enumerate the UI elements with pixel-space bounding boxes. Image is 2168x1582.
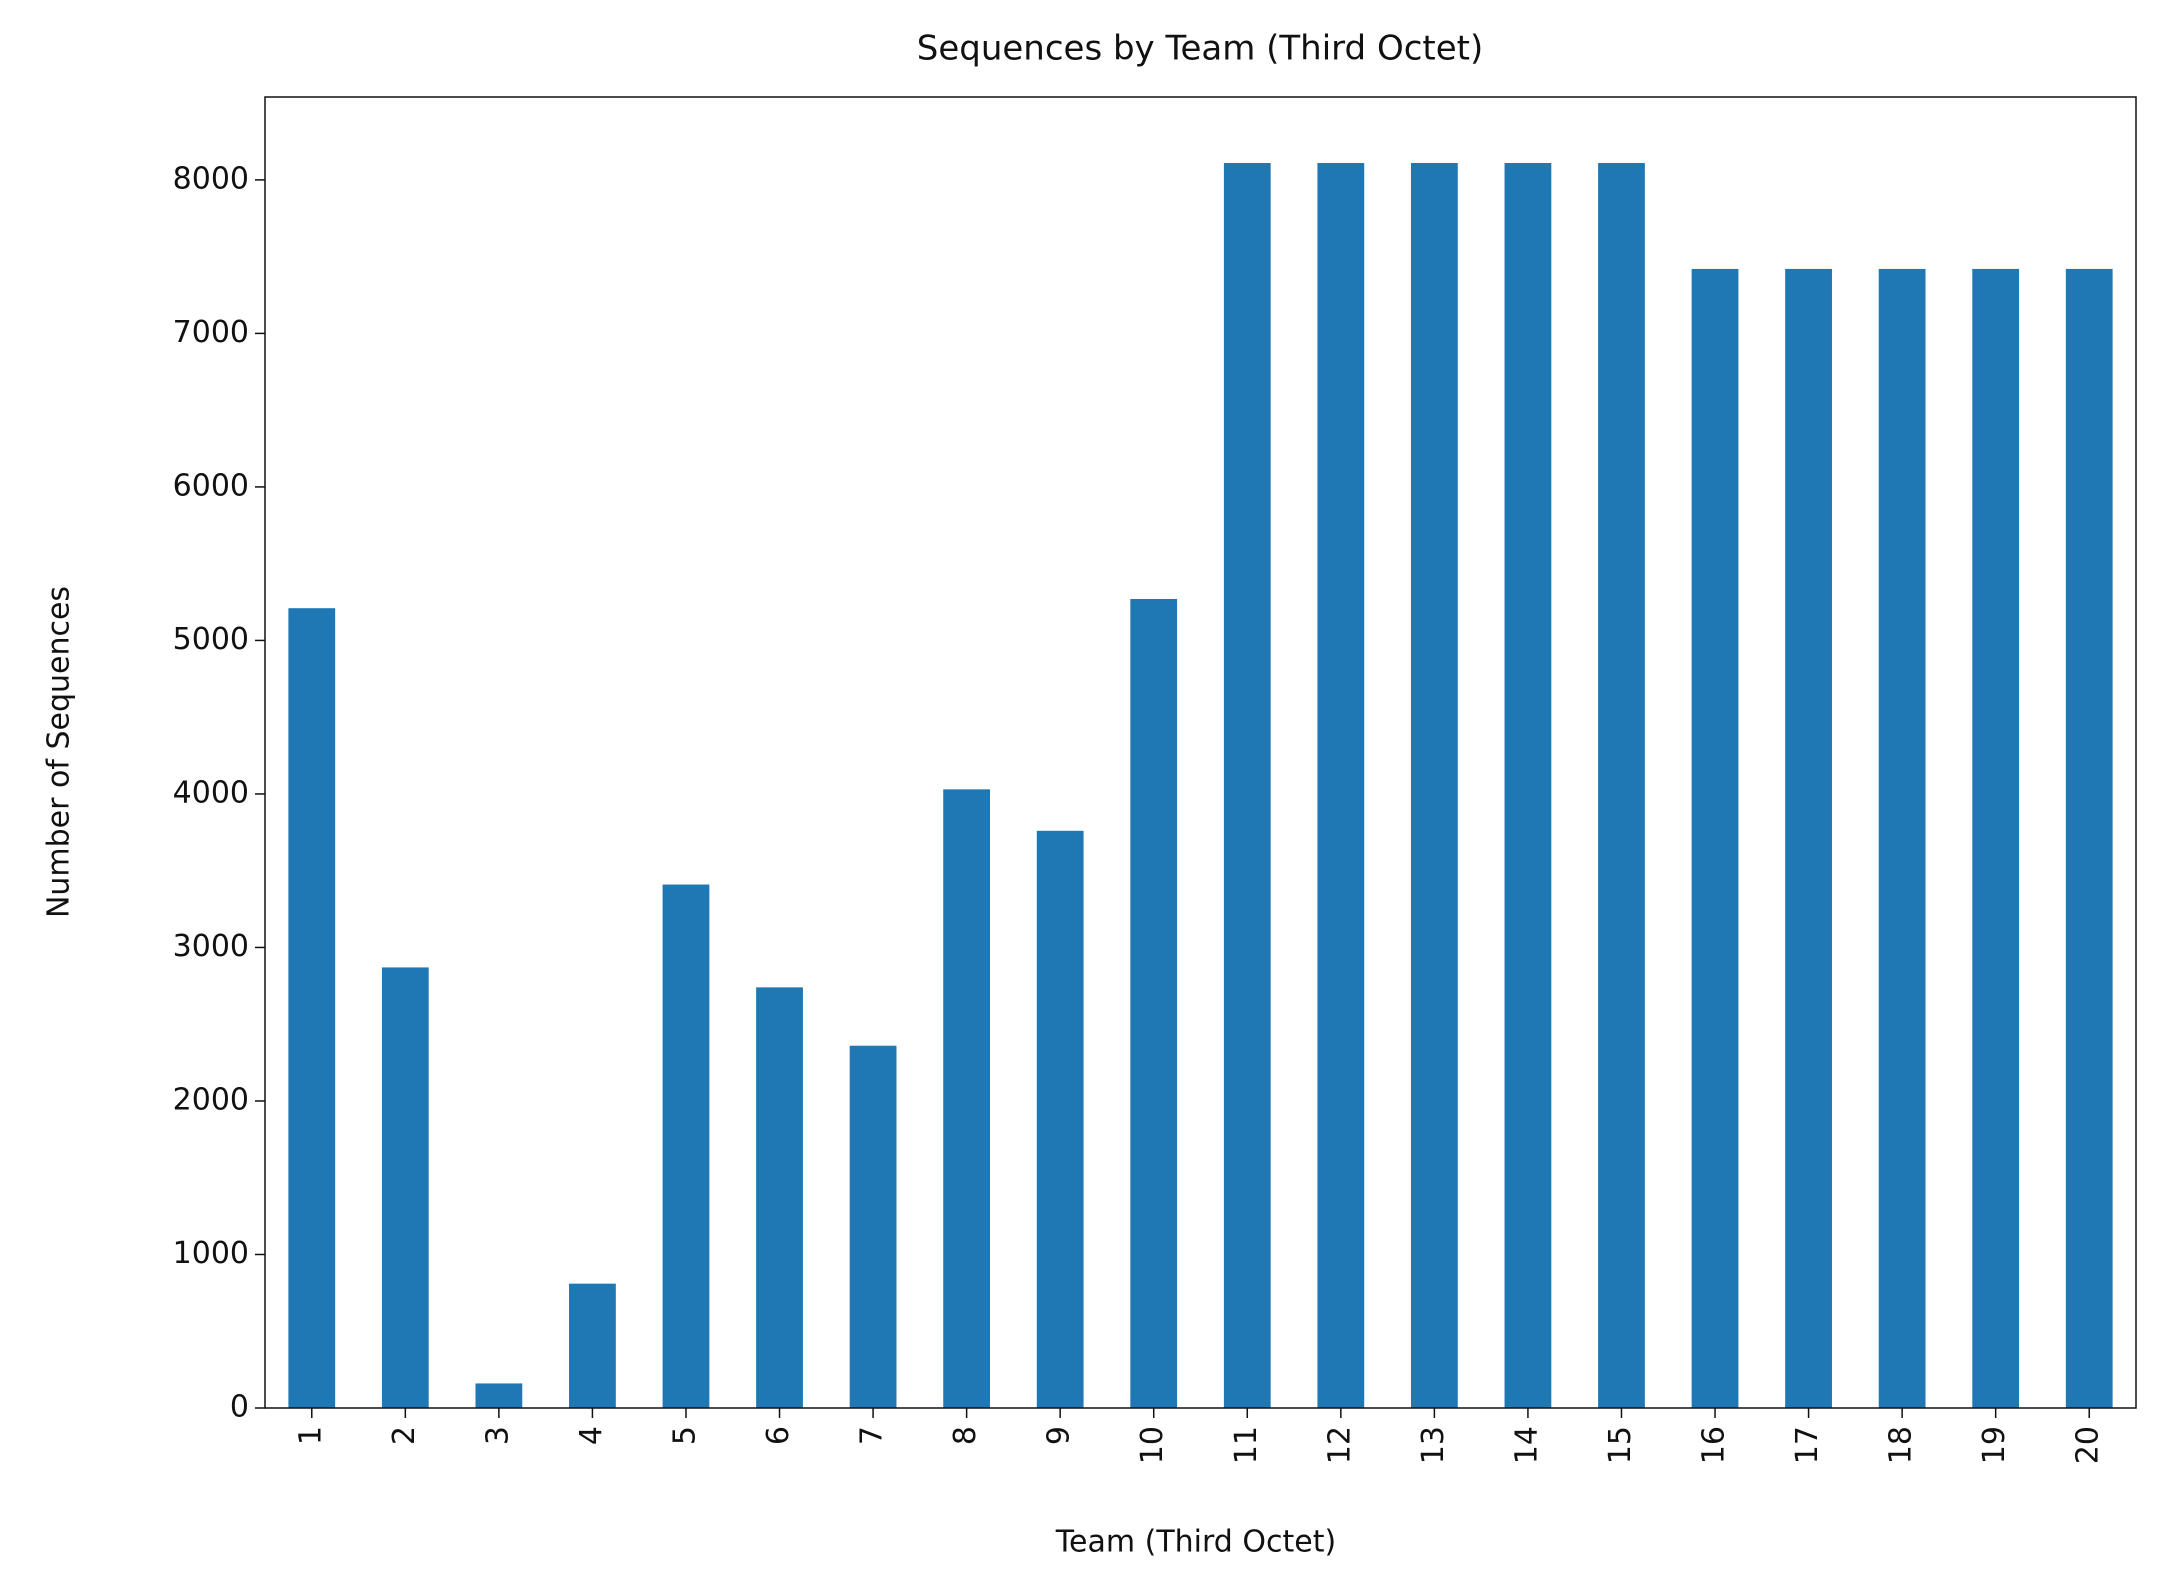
plot-frame xyxy=(264,96,2137,1409)
x-tick-label: 18 xyxy=(1884,1426,1919,1464)
x-axis-label: Team (Third Octet) xyxy=(1055,1525,1336,1560)
x-tick-label: 12 xyxy=(1322,1426,1357,1464)
y-tick-label: 3000 xyxy=(173,929,249,964)
chart-title: Sequences by Team (Third Octet) xyxy=(917,29,1484,69)
x-tick-label: 7 xyxy=(855,1426,890,1445)
y-tick-label: 1000 xyxy=(173,1236,249,1271)
bar xyxy=(475,1383,523,1408)
bar xyxy=(2065,268,2113,1408)
bar xyxy=(1223,163,1271,1409)
bar xyxy=(1785,268,1832,1408)
x-tick-label: 19 xyxy=(1977,1426,2012,1464)
bar xyxy=(1691,268,1739,1408)
bar xyxy=(1972,268,2020,1408)
bar xyxy=(943,789,991,1408)
y-tick-label: 5000 xyxy=(173,622,249,657)
x-tick-label: 6 xyxy=(761,1426,796,1445)
bar xyxy=(569,1283,616,1408)
x-tick-label: 17 xyxy=(1790,1426,1825,1464)
bar xyxy=(849,1045,897,1408)
x-tick-label: 2 xyxy=(387,1426,422,1445)
bar xyxy=(1878,268,1926,1408)
x-tick-label: 5 xyxy=(667,1426,702,1445)
y-tick-label: 7000 xyxy=(173,315,249,350)
x-tick-label: 10 xyxy=(1135,1426,1170,1464)
y-axis-label: Number of Sequences xyxy=(42,586,77,918)
x-tick-label: 14 xyxy=(1509,1426,1544,1464)
x-tick-label: 20 xyxy=(2071,1426,2106,1464)
x-tick-label: 13 xyxy=(1416,1426,1451,1464)
y-tick-label: 6000 xyxy=(173,468,249,503)
x-tick-label: 1 xyxy=(293,1426,328,1445)
bar xyxy=(1036,830,1084,1408)
x-tick-label: 4 xyxy=(574,1426,609,1445)
x-tick-label: 15 xyxy=(1603,1426,1638,1464)
x-tick-label: 9 xyxy=(1042,1426,1077,1445)
bar xyxy=(662,884,710,1408)
bar xyxy=(381,967,429,1408)
bar xyxy=(1130,598,1178,1408)
bar xyxy=(1410,163,1458,1409)
y-tick-label: 8000 xyxy=(173,161,249,196)
bar xyxy=(1598,163,1645,1409)
x-tick-label: 8 xyxy=(948,1426,983,1445)
y-tick-label: 0 xyxy=(230,1390,249,1425)
bar xyxy=(756,987,803,1408)
x-tick-label: 11 xyxy=(1229,1426,1264,1464)
y-tick-label: 4000 xyxy=(173,775,249,810)
y-tick-label: 2000 xyxy=(173,1082,249,1117)
bar xyxy=(288,608,336,1408)
x-tick-label: 3 xyxy=(480,1426,515,1445)
x-tick-label: 16 xyxy=(1697,1426,1732,1464)
bar xyxy=(1504,163,1552,1409)
bar xyxy=(1317,163,1365,1409)
